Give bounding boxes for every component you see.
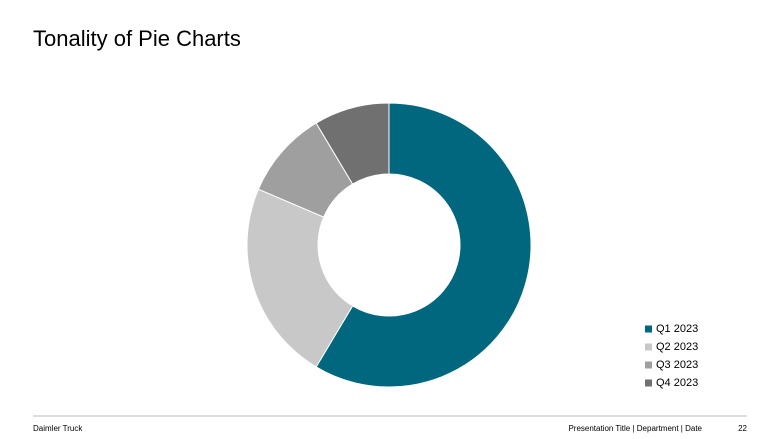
legend-swatch: [645, 325, 652, 333]
legend-label: Q1 2023: [656, 323, 698, 335]
footer-left: Daimler Truck: [33, 424, 83, 433]
footer-center: Presentation Title | Department | Date: [568, 424, 702, 433]
donut-segment: [315, 102, 532, 388]
donut-chart: [246, 102, 532, 388]
donut-segment: [246, 188, 354, 368]
legend-swatch: [645, 361, 652, 369]
legend-label: Q3 2023: [656, 359, 698, 371]
legend-swatch: [645, 343, 652, 351]
page-number: 22: [738, 424, 747, 433]
legend-label: Q4 2023: [656, 377, 698, 389]
legend: Q1 2023 Q2 2023 Q3 2023 Q4 2023: [645, 323, 698, 389]
legend-label: Q2 2023: [656, 341, 698, 353]
legend-swatch: [645, 379, 652, 387]
donut-segment: [315, 102, 390, 185]
slide-title: Tonality of Pie Charts: [33, 26, 241, 51]
